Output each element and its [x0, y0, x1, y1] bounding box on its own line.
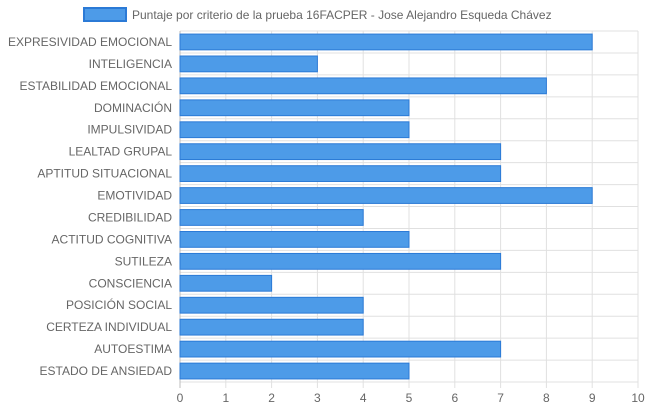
- category-label: LEALTAD GRUPAL: [69, 145, 173, 159]
- x-tick-label: 0: [177, 391, 184, 405]
- x-tick-label: 8: [543, 391, 550, 405]
- bar[interactable]: [179, 340, 502, 358]
- legend[interactable]: Puntaje por criterio de la prueba 16FACP…: [83, 7, 552, 22]
- x-axis-tick-labels: 0 1 2 3 4 5 6 7 8 9 10: [177, 391, 645, 405]
- x-tick-label: 4: [360, 391, 367, 405]
- x-tick-label: 2: [268, 391, 275, 405]
- bar[interactable]: [179, 77, 547, 95]
- bar[interactable]: [179, 55, 318, 73]
- bar[interactable]: [179, 209, 364, 226]
- bar[interactable]: [179, 143, 502, 161]
- bar[interactable]: [179, 231, 410, 248]
- x-tick-label: 6: [451, 391, 458, 405]
- x-tick-label: 5: [406, 391, 413, 405]
- bar[interactable]: [179, 296, 364, 314]
- bar[interactable]: [179, 165, 502, 182]
- category-label: SUTILEZA: [115, 254, 172, 268]
- x-tick-label: 1: [222, 391, 229, 405]
- category-label: APTITUD SITUACIONAL: [37, 167, 172, 181]
- category-label: POSICIÓN SOCIAL: [66, 297, 172, 312]
- category-label: EXPRESIVIDAD EMOCIONAL: [8, 35, 172, 49]
- category-label: ESTADO DE ANSIEDAD: [40, 364, 173, 378]
- category-label: DOMINACIÓN: [94, 100, 172, 115]
- bar[interactable]: [179, 252, 502, 270]
- category-label: CERTEZA INDIVIDUAL: [46, 320, 172, 334]
- x-tick-label: 7: [497, 391, 504, 405]
- category-label: INTELIGENCIA: [89, 57, 172, 71]
- bar[interactable]: [179, 33, 593, 51]
- category-label: IMPULSIVIDAD: [87, 123, 172, 137]
- bar[interactable]: [179, 121, 410, 139]
- bar[interactable]: [179, 362, 410, 380]
- legend-label: Puntaje por criterio de la prueba 16FACP…: [132, 8, 552, 22]
- category-label: EMOTIVIDAD: [97, 189, 172, 203]
- category-label: CREDIBILIDAD: [88, 210, 172, 224]
- bars: [179, 33, 593, 380]
- category-label: AUTOESTIMA: [94, 342, 172, 356]
- bar[interactable]: [179, 99, 410, 117]
- category-labels: EXPRESIVIDAD EMOCIONAL INTELIGENCIA ESTABI…: [8, 35, 172, 378]
- category-label: ESTABILIDAD EMOCIONAL: [20, 79, 173, 93]
- x-tick-label: 3: [314, 391, 321, 405]
- category-label: CONSCIENCIA: [89, 276, 172, 290]
- legend-swatch: [83, 7, 127, 22]
- category-label: ACTITUD COGNITIVA: [52, 232, 172, 246]
- bar[interactable]: [179, 318, 364, 336]
- bar[interactable]: [179, 274, 273, 292]
- bar[interactable]: [179, 187, 593, 204]
- x-tick-label: 10: [631, 391, 645, 405]
- x-tick-label: 9: [589, 391, 596, 405]
